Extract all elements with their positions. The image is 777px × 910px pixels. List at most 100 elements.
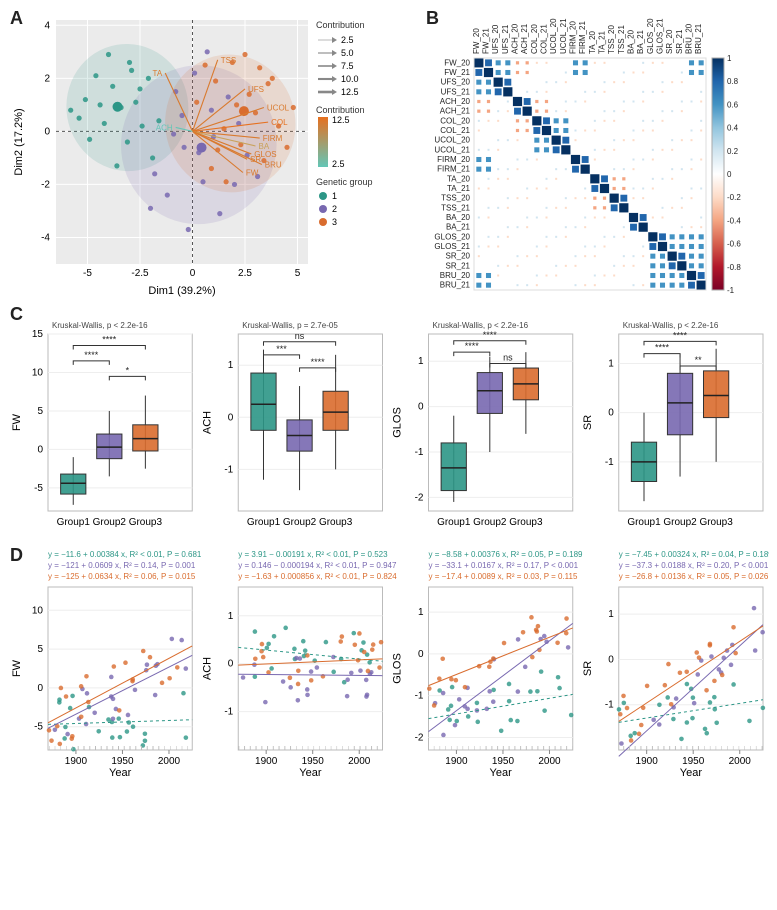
svg-text:7.5: 7.5 (341, 61, 354, 71)
svg-text:COL: COL (271, 118, 288, 127)
panel-b: B FW_20FW_20FW_21FW_21UFS_20UFS_20UFS_21… (424, 8, 769, 298)
svg-text:UCOL_20: UCOL_20 (434, 136, 470, 145)
svg-text:COL_21: COL_21 (440, 126, 470, 135)
svg-text:Year: Year (109, 767, 132, 779)
svg-text:-5: -5 (83, 268, 92, 279)
figure-root: A -5-2.502.55-4-2024TSSTAUFSUCOLCOLFIRMB… (8, 8, 769, 780)
svg-text:-1: -1 (224, 707, 233, 718)
svg-text:COL_21: COL_21 (540, 24, 549, 54)
svg-text:10.0: 10.0 (341, 74, 359, 84)
row-1: A -5-2.502.55-4-2024TSSTAUFSUCOLCOLFIRMB… (8, 8, 769, 298)
svg-text:FIRM_20: FIRM_20 (569, 21, 578, 54)
svg-text:0: 0 (418, 402, 424, 413)
svg-text:FIRM_21: FIRM_21 (437, 165, 470, 174)
svg-text:2000: 2000 (158, 756, 181, 767)
svg-text:FIRM_20: FIRM_20 (437, 155, 470, 164)
svg-text:UCOL_21: UCOL_21 (559, 18, 568, 54)
svg-text:0.8: 0.8 (727, 77, 739, 86)
svg-text:y = 3.91 − 0.00191 x, R² < 0.0: y = 3.91 − 0.00191 x, R² < 0.01, P = 0.5… (238, 550, 388, 559)
svg-text:5: 5 (37, 644, 43, 655)
svg-text:****: **** (673, 330, 688, 340)
svg-text:BA_20: BA_20 (627, 29, 636, 54)
svg-text:-0.8: -0.8 (727, 263, 741, 272)
svg-text:ACH_20: ACH_20 (440, 97, 471, 106)
svg-text:ns: ns (503, 353, 513, 363)
svg-text:FW: FW (246, 169, 259, 178)
svg-text:-4: -4 (41, 232, 50, 243)
svg-text:y = −1.63 + 0.000856 x, R² < 0: y = −1.63 + 0.000856 x, R² < 0.01, P = 0… (238, 572, 397, 581)
svg-text:Group1: Group1 (57, 517, 91, 528)
svg-text:ACH_21: ACH_21 (440, 107, 471, 116)
svg-text:2000: 2000 (348, 756, 371, 767)
svg-text:1950: 1950 (682, 756, 705, 767)
svg-text:1900: 1900 (445, 756, 468, 767)
svg-text:****: **** (102, 335, 117, 345)
svg-text:GLOS_21: GLOS_21 (434, 242, 470, 251)
svg-text:1: 1 (608, 359, 614, 370)
svg-text:ACH: ACH (201, 411, 213, 434)
svg-text:1: 1 (228, 611, 234, 622)
panel-b-label: B (426, 8, 439, 29)
svg-text:****: **** (311, 357, 326, 367)
svg-text:***: *** (276, 344, 287, 354)
svg-text:0: 0 (727, 170, 732, 179)
svg-text:TA_20: TA_20 (588, 30, 597, 54)
svg-text:1900: 1900 (636, 756, 659, 767)
svg-text:y = 0.146 − 0.000194 x, R² < 0: y = 0.146 − 0.000194 x, R² < 0.01, P = 0… (238, 561, 397, 570)
svg-text:y = −11.6 + 0.00384 x, R² < 0.: y = −11.6 + 0.00384 x, R² < 0.01, P = 0.… (48, 550, 202, 559)
svg-text:**: ** (695, 355, 703, 365)
svg-text:-1: -1 (727, 286, 735, 295)
svg-text:Year: Year (490, 767, 513, 779)
svg-text:Group3: Group3 (129, 517, 163, 528)
svg-text:ACH: ACH (156, 123, 173, 132)
svg-text:y = −17.4 + 0.0089 x, R² = 0.0: y = −17.4 + 0.0089 x, R² = 0.03, P = 0.1… (429, 572, 578, 581)
svg-text:Contribution: Contribution (316, 20, 365, 30)
svg-text:TSS_21: TSS_21 (617, 25, 626, 54)
svg-text:Group3: Group3 (699, 517, 733, 528)
svg-text:UFS: UFS (248, 85, 264, 94)
svg-text:UFS_21: UFS_21 (501, 24, 510, 54)
panel-d: D 190019502000-50510y = −11.6 + 0.00384 … (8, 545, 769, 780)
svg-text:****: **** (655, 343, 670, 353)
svg-text:TSS_21: TSS_21 (441, 203, 470, 212)
svg-text:1900: 1900 (255, 756, 278, 767)
svg-text:y = −33.1 + 0.0167 x, R² = 0.1: y = −33.1 + 0.0167 x, R² = 0.17, P < 0.0… (429, 561, 579, 570)
svg-text:FW: FW (11, 413, 23, 431)
svg-text:BA_20: BA_20 (446, 213, 471, 222)
svg-text:Group3: Group3 (319, 517, 353, 528)
svg-text:Dim2 (17.2%): Dim2 (17.2%) (13, 108, 25, 175)
panel-c-label: C (10, 304, 23, 325)
svg-text:TA_21: TA_21 (598, 30, 607, 54)
svg-text:5: 5 (295, 268, 301, 279)
svg-text:FW_21: FW_21 (482, 28, 491, 54)
panel-a: A -5-2.502.55-4-2024TSSTAUFSUCOLCOLFIRMB… (8, 8, 418, 298)
svg-text:10: 10 (32, 605, 44, 616)
svg-text:GLOS_21: GLOS_21 (656, 18, 665, 54)
svg-text:Group3: Group3 (509, 517, 543, 528)
svg-text:5: 5 (37, 406, 43, 417)
svg-text:1: 1 (228, 360, 234, 371)
svg-text:SR_20: SR_20 (446, 252, 471, 261)
svg-text:UCOL_21: UCOL_21 (434, 145, 470, 154)
svg-text:UFS_20: UFS_20 (441, 78, 471, 87)
svg-text:1950: 1950 (302, 756, 325, 767)
svg-text:****: **** (84, 350, 99, 360)
svg-text:-2: -2 (415, 732, 424, 743)
svg-text:UCOL_20: UCOL_20 (549, 18, 558, 54)
svg-text:y = −7.45 + 0.00324 x, R² = 0.: y = −7.45 + 0.00324 x, R² = 0.04, P = 0.… (619, 550, 769, 559)
svg-text:TA_21: TA_21 (447, 184, 471, 193)
svg-text:Year: Year (299, 767, 322, 779)
svg-text:0.2: 0.2 (727, 147, 739, 156)
svg-text:Contribution: Contribution (316, 105, 365, 115)
svg-text:FW_21: FW_21 (444, 68, 470, 77)
svg-text:-5: -5 (34, 483, 43, 494)
svg-text:TSS: TSS (221, 56, 237, 65)
svg-text:BA_21: BA_21 (636, 29, 645, 54)
svg-text:1950: 1950 (111, 756, 134, 767)
svg-text:-0.4: -0.4 (727, 216, 741, 225)
svg-text:-5: -5 (34, 722, 43, 733)
svg-text:BRU_21: BRU_21 (694, 23, 703, 54)
svg-text:1950: 1950 (492, 756, 515, 767)
svg-text:1: 1 (332, 191, 337, 201)
svg-text:COL_20: COL_20 (440, 116, 470, 125)
